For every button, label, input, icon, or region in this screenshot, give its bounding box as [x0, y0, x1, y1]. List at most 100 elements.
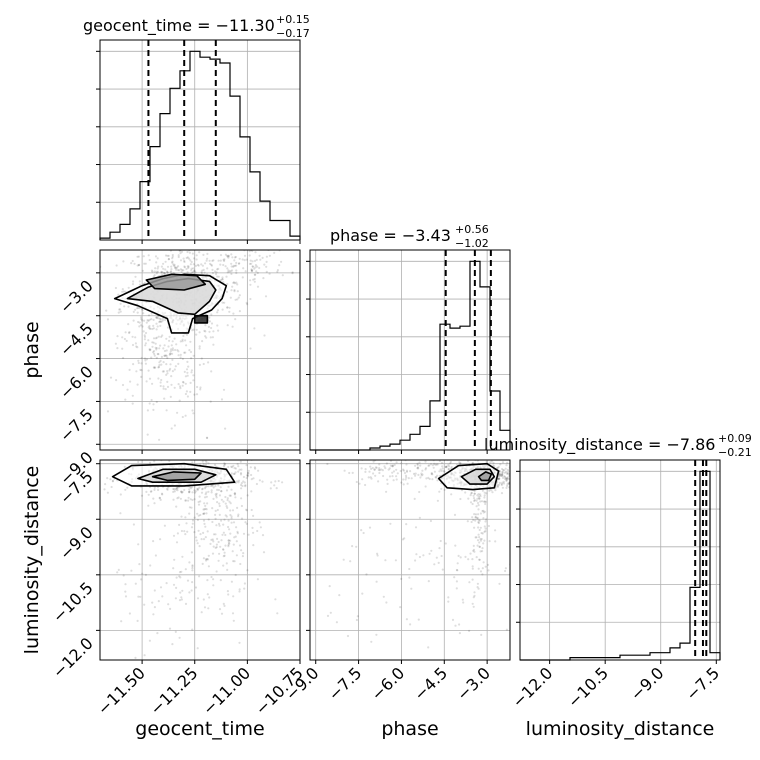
sample-point — [176, 497, 179, 500]
sample-point — [400, 462, 403, 465]
sample-point — [174, 597, 177, 600]
title-phase-minus: −1.02 — [455, 237, 489, 250]
sample-point — [471, 565, 474, 568]
sample-point — [497, 465, 500, 468]
sample-point — [405, 469, 409, 472]
sample-point — [454, 544, 457, 547]
sample-point — [435, 463, 438, 466]
sample-point — [503, 475, 506, 478]
sample-point — [234, 318, 237, 321]
sample-point — [440, 554, 443, 558]
sample-point — [177, 486, 180, 489]
sample-point — [478, 541, 481, 544]
sample-point — [507, 481, 510, 484]
sample-point — [161, 273, 164, 276]
sample-point — [471, 567, 474, 570]
sample-point — [134, 582, 137, 585]
sample-point — [187, 257, 191, 260]
sample-point — [485, 518, 488, 521]
sample-point — [206, 267, 209, 270]
sample-point — [166, 488, 169, 491]
sample-point — [178, 399, 181, 402]
sample-point — [131, 343, 135, 347]
sample-point — [477, 533, 480, 536]
sample-point — [174, 487, 177, 490]
sample-point — [197, 264, 200, 267]
sample-point — [475, 499, 478, 502]
sample-point — [443, 470, 446, 473]
sample-point — [156, 257, 159, 260]
sample-point — [232, 265, 235, 268]
sample-point — [526, 571, 528, 573]
sample-point — [159, 344, 162, 347]
sample-point — [483, 510, 486, 513]
sample-point — [186, 265, 189, 268]
sample-point — [222, 602, 225, 606]
sample-point — [196, 440, 198, 442]
sample-point — [472, 596, 475, 599]
sample-point — [391, 475, 394, 478]
sample-point — [192, 233, 194, 235]
sample-point — [385, 490, 388, 493]
sample-point — [483, 491, 486, 494]
sample-point — [232, 464, 235, 467]
sample-point — [127, 305, 130, 308]
sample-point — [219, 279, 222, 282]
sample-point — [479, 500, 482, 503]
sample-point — [122, 260, 125, 263]
sample-point — [132, 523, 135, 526]
sample-point — [204, 507, 207, 510]
sample-point — [177, 265, 180, 268]
sample-point — [158, 496, 161, 499]
sample-point — [225, 290, 229, 293]
sample-point — [227, 519, 230, 522]
sample-point — [228, 270, 231, 273]
sample-point — [476, 582, 479, 585]
sample-point — [149, 675, 151, 677]
sample-point — [244, 485, 247, 488]
sample-point — [155, 322, 158, 325]
sample-point — [419, 476, 422, 479]
sample-point — [149, 461, 152, 464]
sample-point — [152, 366, 155, 369]
sample-point — [459, 556, 462, 559]
sample-point — [216, 268, 219, 271]
sample-point — [166, 372, 169, 375]
sample-point — [191, 569, 194, 572]
sample-point — [189, 259, 192, 262]
sample-point — [269, 487, 272, 490]
sample-point — [190, 267, 193, 270]
sample-point — [164, 245, 166, 247]
sample-point — [401, 538, 405, 541]
sample-point — [233, 536, 236, 539]
sample-point — [216, 275, 219, 278]
sample-point — [140, 318, 143, 321]
sample-point — [181, 415, 184, 419]
sample-point — [152, 540, 155, 543]
sample-point — [235, 261, 238, 264]
sample-point — [492, 464, 495, 467]
sample-point — [168, 353, 171, 356]
sample-point — [206, 558, 209, 561]
scatter-phase-vs-luminosity-distance: −9.0 −7.5 −6.0 −4.5 −3.0 — [282, 459, 528, 704]
sample-point — [245, 476, 248, 480]
sample-point — [474, 516, 477, 519]
sample-point — [427, 646, 430, 649]
sample-point — [236, 463, 239, 466]
sample-point — [163, 397, 166, 400]
sample-point — [154, 366, 157, 369]
sample-point — [458, 632, 461, 635]
sample-point — [232, 521, 236, 524]
sample-point — [214, 273, 218, 276]
sample-point — [476, 497, 479, 500]
sample-point — [504, 567, 507, 570]
sample-point — [221, 533, 224, 536]
sample-point — [209, 262, 212, 265]
sample-point — [225, 275, 228, 278]
sample-point — [146, 409, 149, 412]
sample-point — [171, 352, 174, 355]
sample-point — [170, 344, 173, 347]
sample-point — [251, 265, 255, 268]
sample-point — [217, 259, 220, 262]
sample-point — [157, 335, 160, 338]
